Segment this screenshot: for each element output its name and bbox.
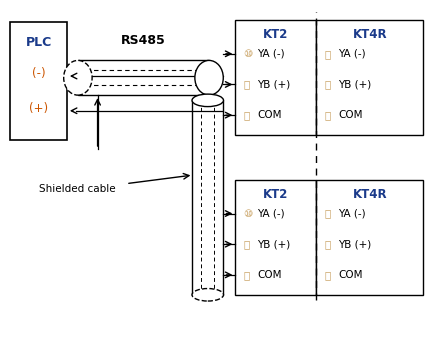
Ellipse shape [192, 94, 224, 107]
Text: COM: COM [338, 270, 363, 280]
Text: ⑫: ⑫ [243, 270, 249, 280]
Text: ⑰: ⑰ [324, 239, 330, 249]
Text: COM: COM [257, 270, 282, 280]
Text: YB (+): YB (+) [338, 239, 371, 249]
Text: ⑩: ⑩ [243, 209, 253, 218]
Text: ⑪: ⑪ [243, 79, 249, 90]
Text: YA (-): YA (-) [257, 49, 285, 59]
Text: (-): (-) [32, 67, 45, 80]
Text: ⑯: ⑯ [324, 49, 330, 59]
Text: ⑯: ⑯ [324, 209, 330, 218]
Text: YB (+): YB (+) [257, 239, 290, 249]
Text: YA (-): YA (-) [338, 209, 366, 218]
Text: ⑱: ⑱ [324, 270, 330, 280]
Text: PLC: PLC [26, 36, 51, 49]
Text: ⑩: ⑩ [243, 49, 253, 59]
Text: YB (+): YB (+) [338, 79, 371, 90]
Text: Shielded cable: Shielded cable [39, 184, 115, 194]
Text: YA (-): YA (-) [257, 209, 285, 218]
Text: KT4R: KT4R [352, 28, 387, 41]
FancyBboxPatch shape [316, 180, 423, 295]
FancyBboxPatch shape [10, 22, 67, 140]
Ellipse shape [195, 61, 223, 95]
Text: ⑱: ⑱ [324, 110, 330, 120]
Ellipse shape [192, 288, 224, 301]
FancyBboxPatch shape [316, 21, 423, 135]
Text: COM: COM [338, 110, 363, 120]
Text: YA (-): YA (-) [338, 49, 366, 59]
FancyBboxPatch shape [235, 180, 316, 295]
Text: RS485: RS485 [121, 34, 166, 47]
Text: ⑫: ⑫ [243, 110, 249, 120]
Text: YB (+): YB (+) [257, 79, 290, 90]
FancyBboxPatch shape [78, 61, 209, 95]
FancyBboxPatch shape [235, 21, 316, 135]
Text: ⑪: ⑪ [243, 239, 249, 249]
Text: KT2: KT2 [263, 188, 289, 201]
Text: COM: COM [257, 110, 282, 120]
Text: KT2: KT2 [263, 28, 289, 41]
Text: KT4R: KT4R [352, 188, 387, 201]
FancyBboxPatch shape [192, 100, 224, 295]
Ellipse shape [64, 61, 92, 95]
Text: (+): (+) [29, 102, 48, 115]
Text: ⑰: ⑰ [324, 79, 330, 90]
